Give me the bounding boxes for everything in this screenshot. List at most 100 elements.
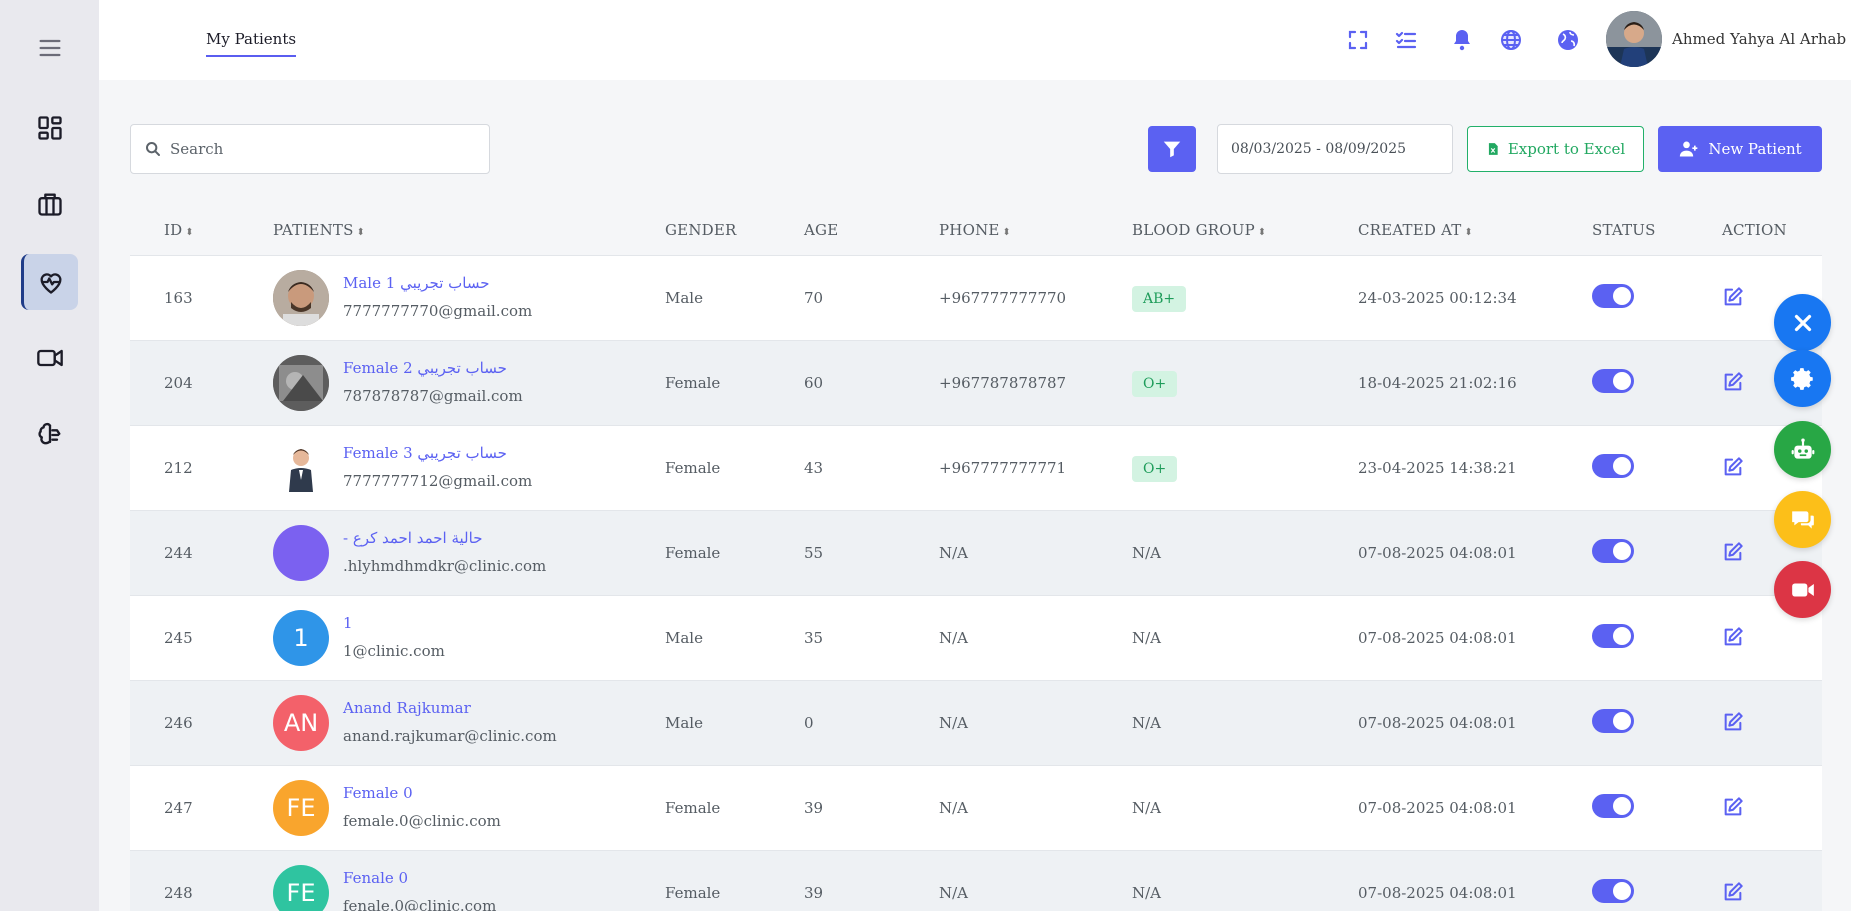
gear-icon — [1790, 367, 1813, 390]
add-user-icon — [1680, 141, 1698, 157]
table-row[interactable]: 163 حساب تجريبي 1 Male 7777777770@gmail.… — [130, 256, 1822, 341]
new-patient-button[interactable]: New Patient — [1658, 126, 1822, 172]
column-header-created-at[interactable]: CREATED AT ⬍ — [1358, 221, 1474, 239]
patient-gender: Female — [665, 459, 721, 477]
blood-group-badge: AB+ — [1132, 286, 1187, 312]
patient-name-link[interactable]: Fenale 0 — [343, 869, 409, 887]
filter-icon — [1163, 141, 1181, 158]
export-label: Export to Excel — [1507, 140, 1626, 158]
edit-icon[interactable] — [1722, 371, 1744, 393]
status-toggle[interactable] — [1592, 624, 1634, 648]
patient-name-link[interactable]: حساب تجريبي 2 Female — [343, 359, 507, 377]
edit-icon[interactable] — [1722, 626, 1744, 648]
sidebar-item-services[interactable] — [21, 176, 78, 232]
sort-icon: ⬍ — [185, 227, 194, 238]
patient-age: 55 — [804, 544, 824, 562]
video-icon — [36, 349, 63, 367]
status-toggle[interactable] — [1592, 539, 1634, 563]
tab-my-patients[interactable]: My Patients — [206, 30, 297, 57]
patient-name-link[interactable]: حالية احمد احمد كرع - — [343, 529, 483, 547]
blood-group: N/A — [1132, 714, 1162, 732]
language-button[interactable] — [1498, 27, 1524, 53]
table-row[interactable]: 244 حالية احمد احمد كرع - .hlyhmdhmdkr@c… — [130, 511, 1822, 596]
user-avatar[interactable] — [1606, 11, 1662, 67]
status-toggle[interactable] — [1592, 284, 1634, 308]
edit-icon[interactable] — [1722, 541, 1744, 563]
edit-icon[interactable] — [1722, 796, 1744, 818]
column-header-id[interactable]: ID ⬍ — [164, 221, 194, 239]
created-at: 07-08-2025 04:08:01 — [1358, 799, 1517, 817]
table-row[interactable]: 248 FE Fenale 0 fenale.0@clinic.com Fema… — [130, 851, 1822, 911]
patient-phone: N/A — [939, 629, 969, 647]
patient-email: anand.rajkumar@clinic.com — [343, 727, 557, 745]
robot-button[interactable] — [1774, 421, 1831, 478]
user-name[interactable]: Ahmed Yahya Al Arhab — [1672, 30, 1847, 48]
column-header-phone[interactable]: PHONE ⬍ — [939, 221, 1012, 239]
status-toggle[interactable] — [1592, 709, 1634, 733]
tasks-button[interactable] — [1393, 27, 1419, 53]
export-excel-button[interactable]: Export to Excel — [1467, 126, 1644, 172]
sidebar-item-brain[interactable] — [21, 407, 78, 463]
video-call-button[interactable] — [1774, 561, 1831, 618]
patient-id: 248 — [164, 884, 193, 902]
dashboard-icon — [37, 116, 62, 140]
column-header-patients[interactable]: PATIENTS ⬍ — [273, 221, 366, 239]
search-icon — [146, 142, 160, 156]
patient-avatar: FE — [273, 780, 329, 836]
status-toggle[interactable] — [1592, 794, 1634, 818]
patient-avatar — [273, 355, 329, 411]
edit-icon[interactable] — [1722, 711, 1744, 733]
edit-icon[interactable] — [1722, 881, 1744, 903]
created-at: 07-08-2025 04:08:01 — [1358, 714, 1517, 732]
patient-name-link[interactable]: حساب تجريبي 1 Male — [343, 274, 490, 292]
patients-table: ID ⬍ PATIENTS ⬍ GENDER AGE PHONE ⬍ BLOOD GR… — [130, 204, 1822, 911]
patient-email: fenale.0@clinic.com — [343, 897, 497, 911]
created-at: 07-08-2025 04:08:01 — [1358, 629, 1517, 647]
sidebar-item-dashboard[interactable] — [21, 100, 78, 156]
patient-gender: Female — [665, 544, 721, 562]
edit-icon[interactable] — [1722, 286, 1744, 308]
gear-button[interactable] — [1774, 350, 1831, 407]
table-row[interactable]: 246 AN Anand Rajkumar anand.rajkumar@cli… — [130, 681, 1822, 766]
brain-icon — [37, 422, 60, 445]
menu-toggle-button[interactable] — [21, 20, 78, 76]
chat-icon — [1791, 510, 1814, 529]
sidebar-item-patients[interactable] — [21, 254, 78, 310]
patient-name-link[interactable]: Anand Rajkumar — [343, 699, 471, 717]
blood-group: N/A — [1132, 884, 1162, 902]
patient-gender: Male — [665, 289, 703, 307]
chat-button[interactable] — [1774, 491, 1831, 548]
status-toggle[interactable] — [1592, 454, 1634, 478]
filter-button[interactable] — [1148, 126, 1196, 172]
patient-avatar — [273, 525, 329, 581]
status-toggle[interactable] — [1592, 369, 1634, 393]
patient-name-link[interactable]: 1 — [343, 614, 353, 632]
edit-icon[interactable] — [1722, 456, 1744, 478]
search-input[interactable] — [170, 140, 470, 158]
created-at: 23-04-2025 14:38:21 — [1358, 459, 1517, 477]
region-button[interactable] — [1555, 27, 1581, 53]
sort-icon: ⬍ — [356, 227, 366, 238]
date-range-input[interactable]: 08/03/2025 - 08/09/2025 — [1217, 124, 1453, 174]
close-button[interactable] — [1774, 294, 1831, 351]
patient-phone: +967777777770 — [939, 289, 1067, 307]
patient-gender: Female — [665, 799, 721, 817]
patient-avatar: FE — [273, 865, 329, 911]
table-row[interactable]: 212 حساب تجريبي 3 Female 7777777712@gmai… — [130, 426, 1822, 511]
patient-gender: Female — [665, 884, 721, 902]
patient-name-link[interactable]: Female 0 — [343, 784, 413, 802]
close-icon — [1794, 314, 1811, 331]
patient-avatar: AN — [273, 695, 329, 751]
table-row[interactable]: 204 حساب تجريبي 2 Female 787878787@gmail… — [130, 341, 1822, 426]
fullscreen-button[interactable] — [1345, 27, 1371, 53]
table-row[interactable]: 245 1 1 1@clinic.com Male 35 N/A N/A 07-… — [130, 596, 1822, 681]
table-row[interactable]: 247 FE Female 0 female.0@clinic.com Fema… — [130, 766, 1822, 851]
notifications-button[interactable] — [1449, 27, 1475, 53]
column-header-age: AGE — [804, 221, 839, 239]
patient-name-link[interactable]: حساب تجريبي 3 Female — [343, 444, 507, 462]
robot-icon — [1791, 438, 1814, 459]
status-toggle[interactable] — [1592, 879, 1634, 903]
column-header-blood-group[interactable]: BLOOD GROUP ⬍ — [1132, 221, 1267, 239]
sidebar-item-video[interactable] — [21, 330, 78, 386]
bell-icon — [1454, 30, 1470, 51]
